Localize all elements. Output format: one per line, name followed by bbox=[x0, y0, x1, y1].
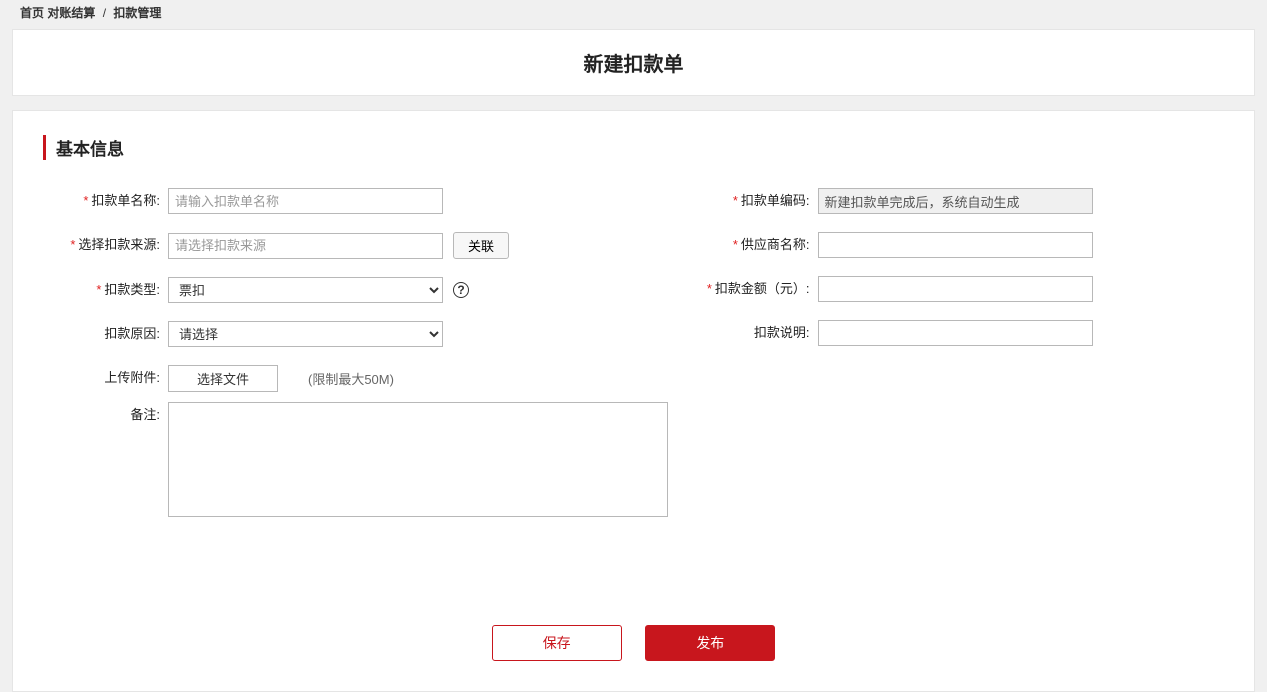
page-title: 新建扣款单 bbox=[13, 48, 1254, 77]
help-icon[interactable]: ? bbox=[453, 282, 469, 298]
select-type[interactable]: 票扣 bbox=[168, 277, 443, 303]
publish-button[interactable]: 发布 bbox=[645, 625, 775, 661]
input-amount[interactable] bbox=[818, 276, 1093, 302]
file-hint: (限制最大50M) bbox=[308, 369, 394, 388]
label-remark: 备注: bbox=[43, 402, 168, 428]
label-desc: 扣款说明: bbox=[693, 320, 818, 346]
input-name[interactable] bbox=[168, 188, 443, 214]
textarea-remark[interactable] bbox=[168, 402, 668, 517]
label-attach: 上传附件: bbox=[43, 365, 168, 391]
breadcrumb-level1[interactable]: 对账结算 bbox=[47, 6, 95, 20]
label-source: 选择扣款来源: bbox=[43, 232, 168, 258]
breadcrumb: 首页 对账结算 / 扣款管理 bbox=[0, 0, 1267, 29]
link-button[interactable]: 关联 bbox=[453, 232, 509, 259]
file-select-button[interactable]: 选择文件 bbox=[168, 365, 278, 392]
input-desc[interactable] bbox=[818, 320, 1093, 346]
title-panel: 新建扣款单 bbox=[12, 29, 1255, 96]
label-code: 扣款单编码: bbox=[693, 188, 818, 214]
form-panel: 基本信息 扣款单名称: 选择扣款来源: 关联 bbox=[12, 110, 1255, 692]
input-source[interactable] bbox=[168, 233, 443, 259]
input-supplier[interactable] bbox=[818, 232, 1093, 258]
breadcrumb-sep: / bbox=[103, 6, 106, 20]
label-name: 扣款单名称: bbox=[43, 188, 168, 214]
section-title: 基本信息 bbox=[43, 135, 1224, 160]
footer-actions: 保存 发布 bbox=[43, 625, 1224, 661]
label-amount: 扣款金额（元）: bbox=[693, 276, 818, 302]
label-reason: 扣款原因: bbox=[43, 321, 168, 347]
save-button[interactable]: 保存 bbox=[492, 625, 622, 661]
input-code bbox=[818, 188, 1093, 214]
label-type: 扣款类型: bbox=[43, 277, 168, 303]
breadcrumb-level2[interactable]: 扣款管理 bbox=[113, 6, 161, 20]
select-reason[interactable]: 请选择 bbox=[168, 321, 443, 347]
breadcrumb-home[interactable]: 首页 bbox=[20, 6, 44, 20]
label-supplier: 供应商名称: bbox=[693, 232, 818, 258]
